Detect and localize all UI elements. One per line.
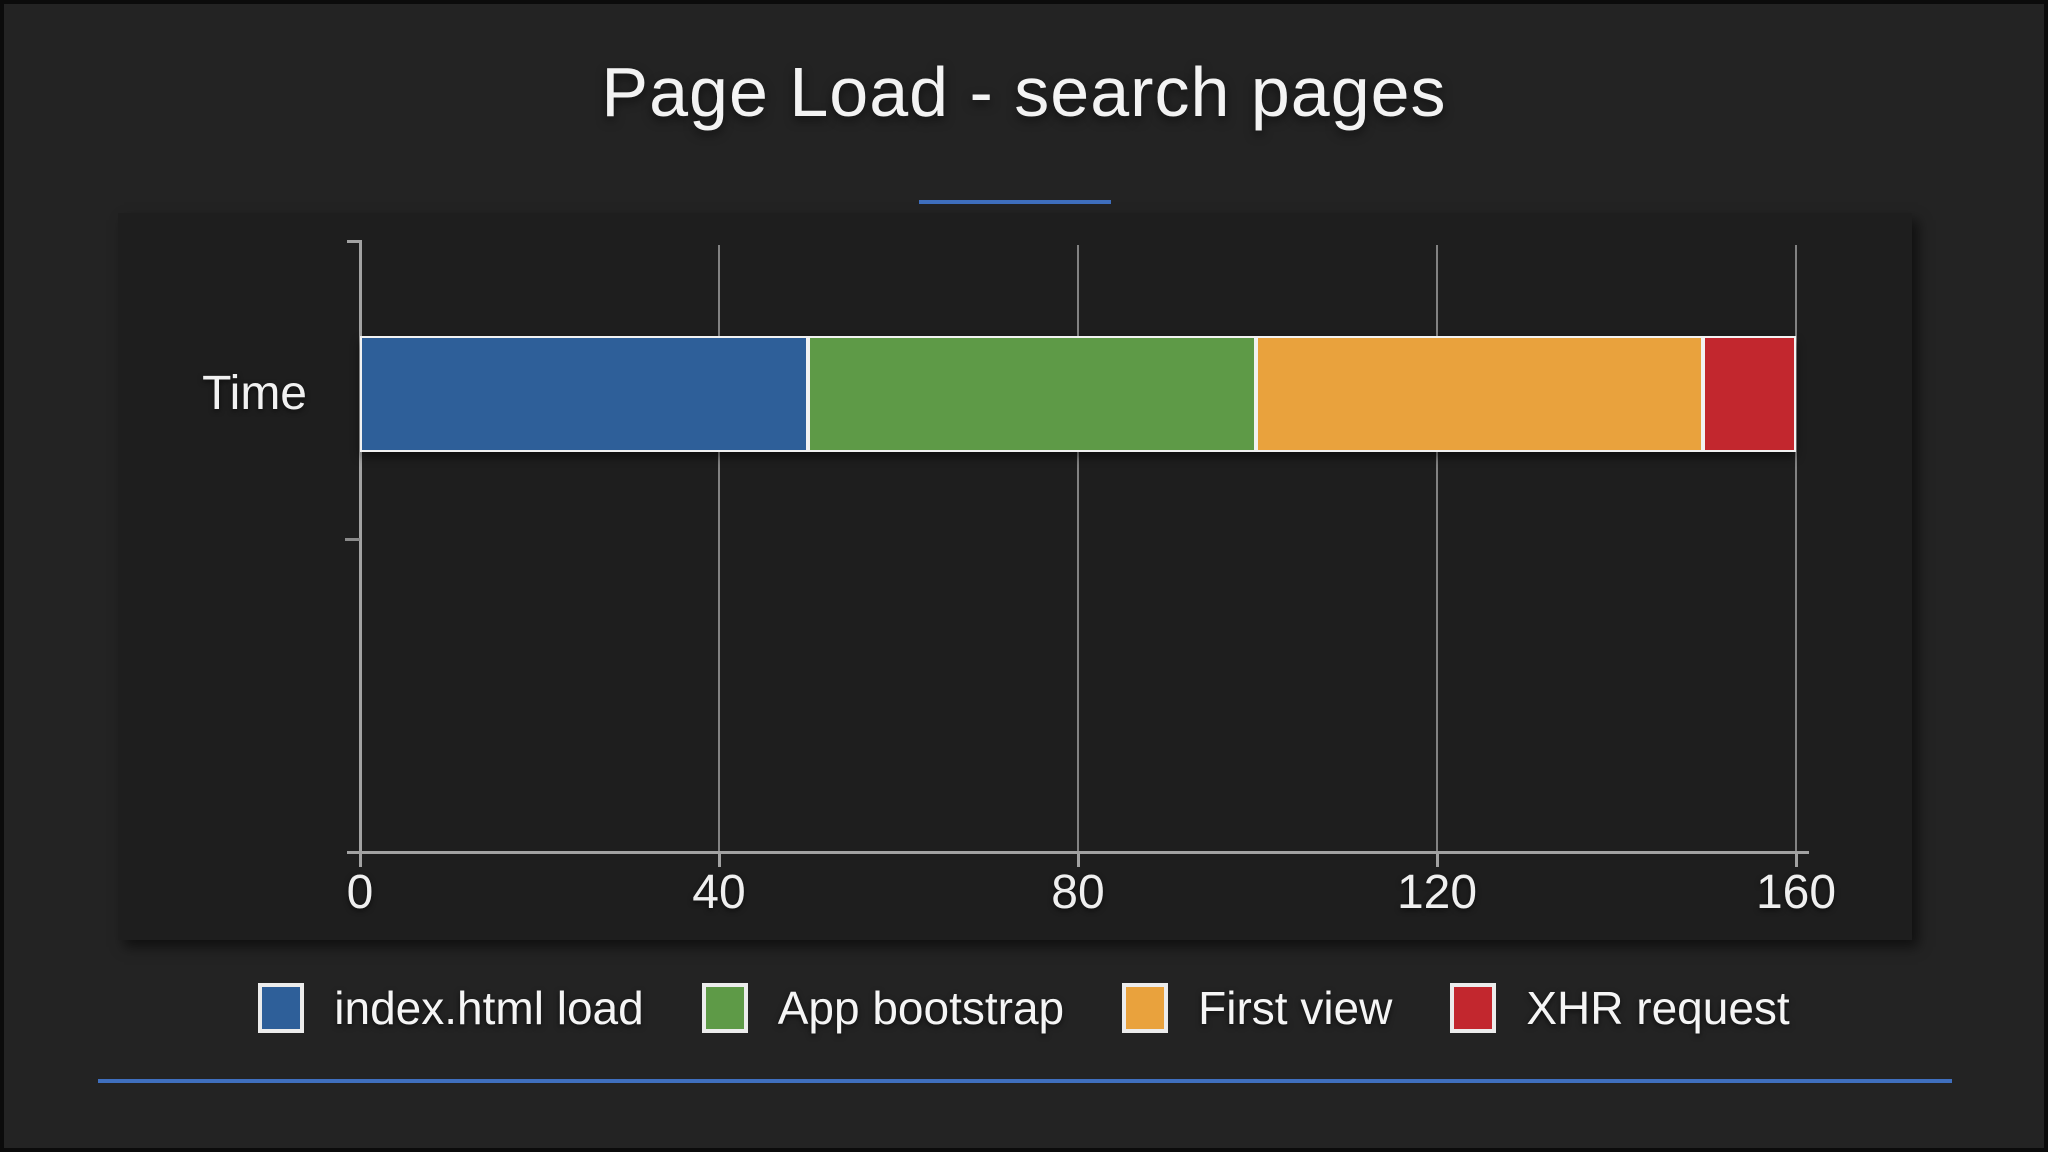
gridline-120: [1436, 245, 1438, 852]
legend-swatch-xhr-request: [1450, 983, 1497, 1033]
chart-title: Page Load - search pages: [601, 53, 1447, 131]
bar-segment-first-view[interactable]: [1255, 336, 1704, 452]
x-tick-120: [1435, 852, 1439, 867]
legend-item-xhr-request[interactable]: XHR request: [1450, 981, 1790, 1035]
x-tick-0: [358, 852, 362, 867]
legend-label-index-html-load: index.html load: [334, 982, 644, 1034]
gridline-80: [1077, 245, 1079, 852]
legend-label-xhr-request: XHR request: [1526, 982, 1790, 1034]
x-tick-80: [1076, 852, 1080, 867]
legend-label-first-view: First view: [1198, 982, 1393, 1034]
x-tick-label-160: 160: [1755, 866, 1837, 919]
legend-item-first-view[interactable]: First view: [1122, 981, 1392, 1035]
legend-item-app-bootstrap[interactable]: App bootstrap: [701, 981, 1065, 1035]
legend-item-index-html-load[interactable]: index.html load: [258, 981, 644, 1035]
x-tick-160: [1794, 852, 1798, 867]
y-axis-line: [359, 240, 362, 852]
x-tick-40: [717, 852, 721, 867]
gridline-160: [1795, 245, 1797, 852]
bottom-accent-line: [98, 1079, 1952, 1083]
legend-swatch-index-html-load: [258, 983, 305, 1033]
gridline-40: [718, 245, 720, 852]
category-label-time: Time: [202, 367, 307, 420]
x-tick-label-0: 0: [346, 866, 374, 919]
x-tick-label-40: 40: [692, 866, 746, 919]
bar-segment-index-html-load[interactable]: [360, 336, 808, 452]
y-axis-tick-mid: [345, 538, 360, 541]
legend-swatch-first-view: [1122, 983, 1169, 1033]
x-tick-label-120: 120: [1396, 866, 1478, 919]
x-tick-label-80: 80: [1051, 866, 1105, 919]
y-axis-tick-top: [347, 240, 360, 243]
legend-swatch-app-bootstrap: [701, 983, 748, 1033]
legend: index.html load App bootstrap First view XH…: [0, 981, 2048, 1035]
chart-panel: 0 40 80 120 160 Time: [118, 213, 1912, 940]
legend-label-app-bootstrap: App bootstrap: [777, 982, 1065, 1034]
bar-segment-app-bootstrap[interactable]: [807, 336, 1256, 452]
stacked-bar: [360, 336, 1796, 452]
bar-segment-xhr-request[interactable]: [1703, 336, 1796, 452]
title-accent-line: [919, 200, 1111, 204]
